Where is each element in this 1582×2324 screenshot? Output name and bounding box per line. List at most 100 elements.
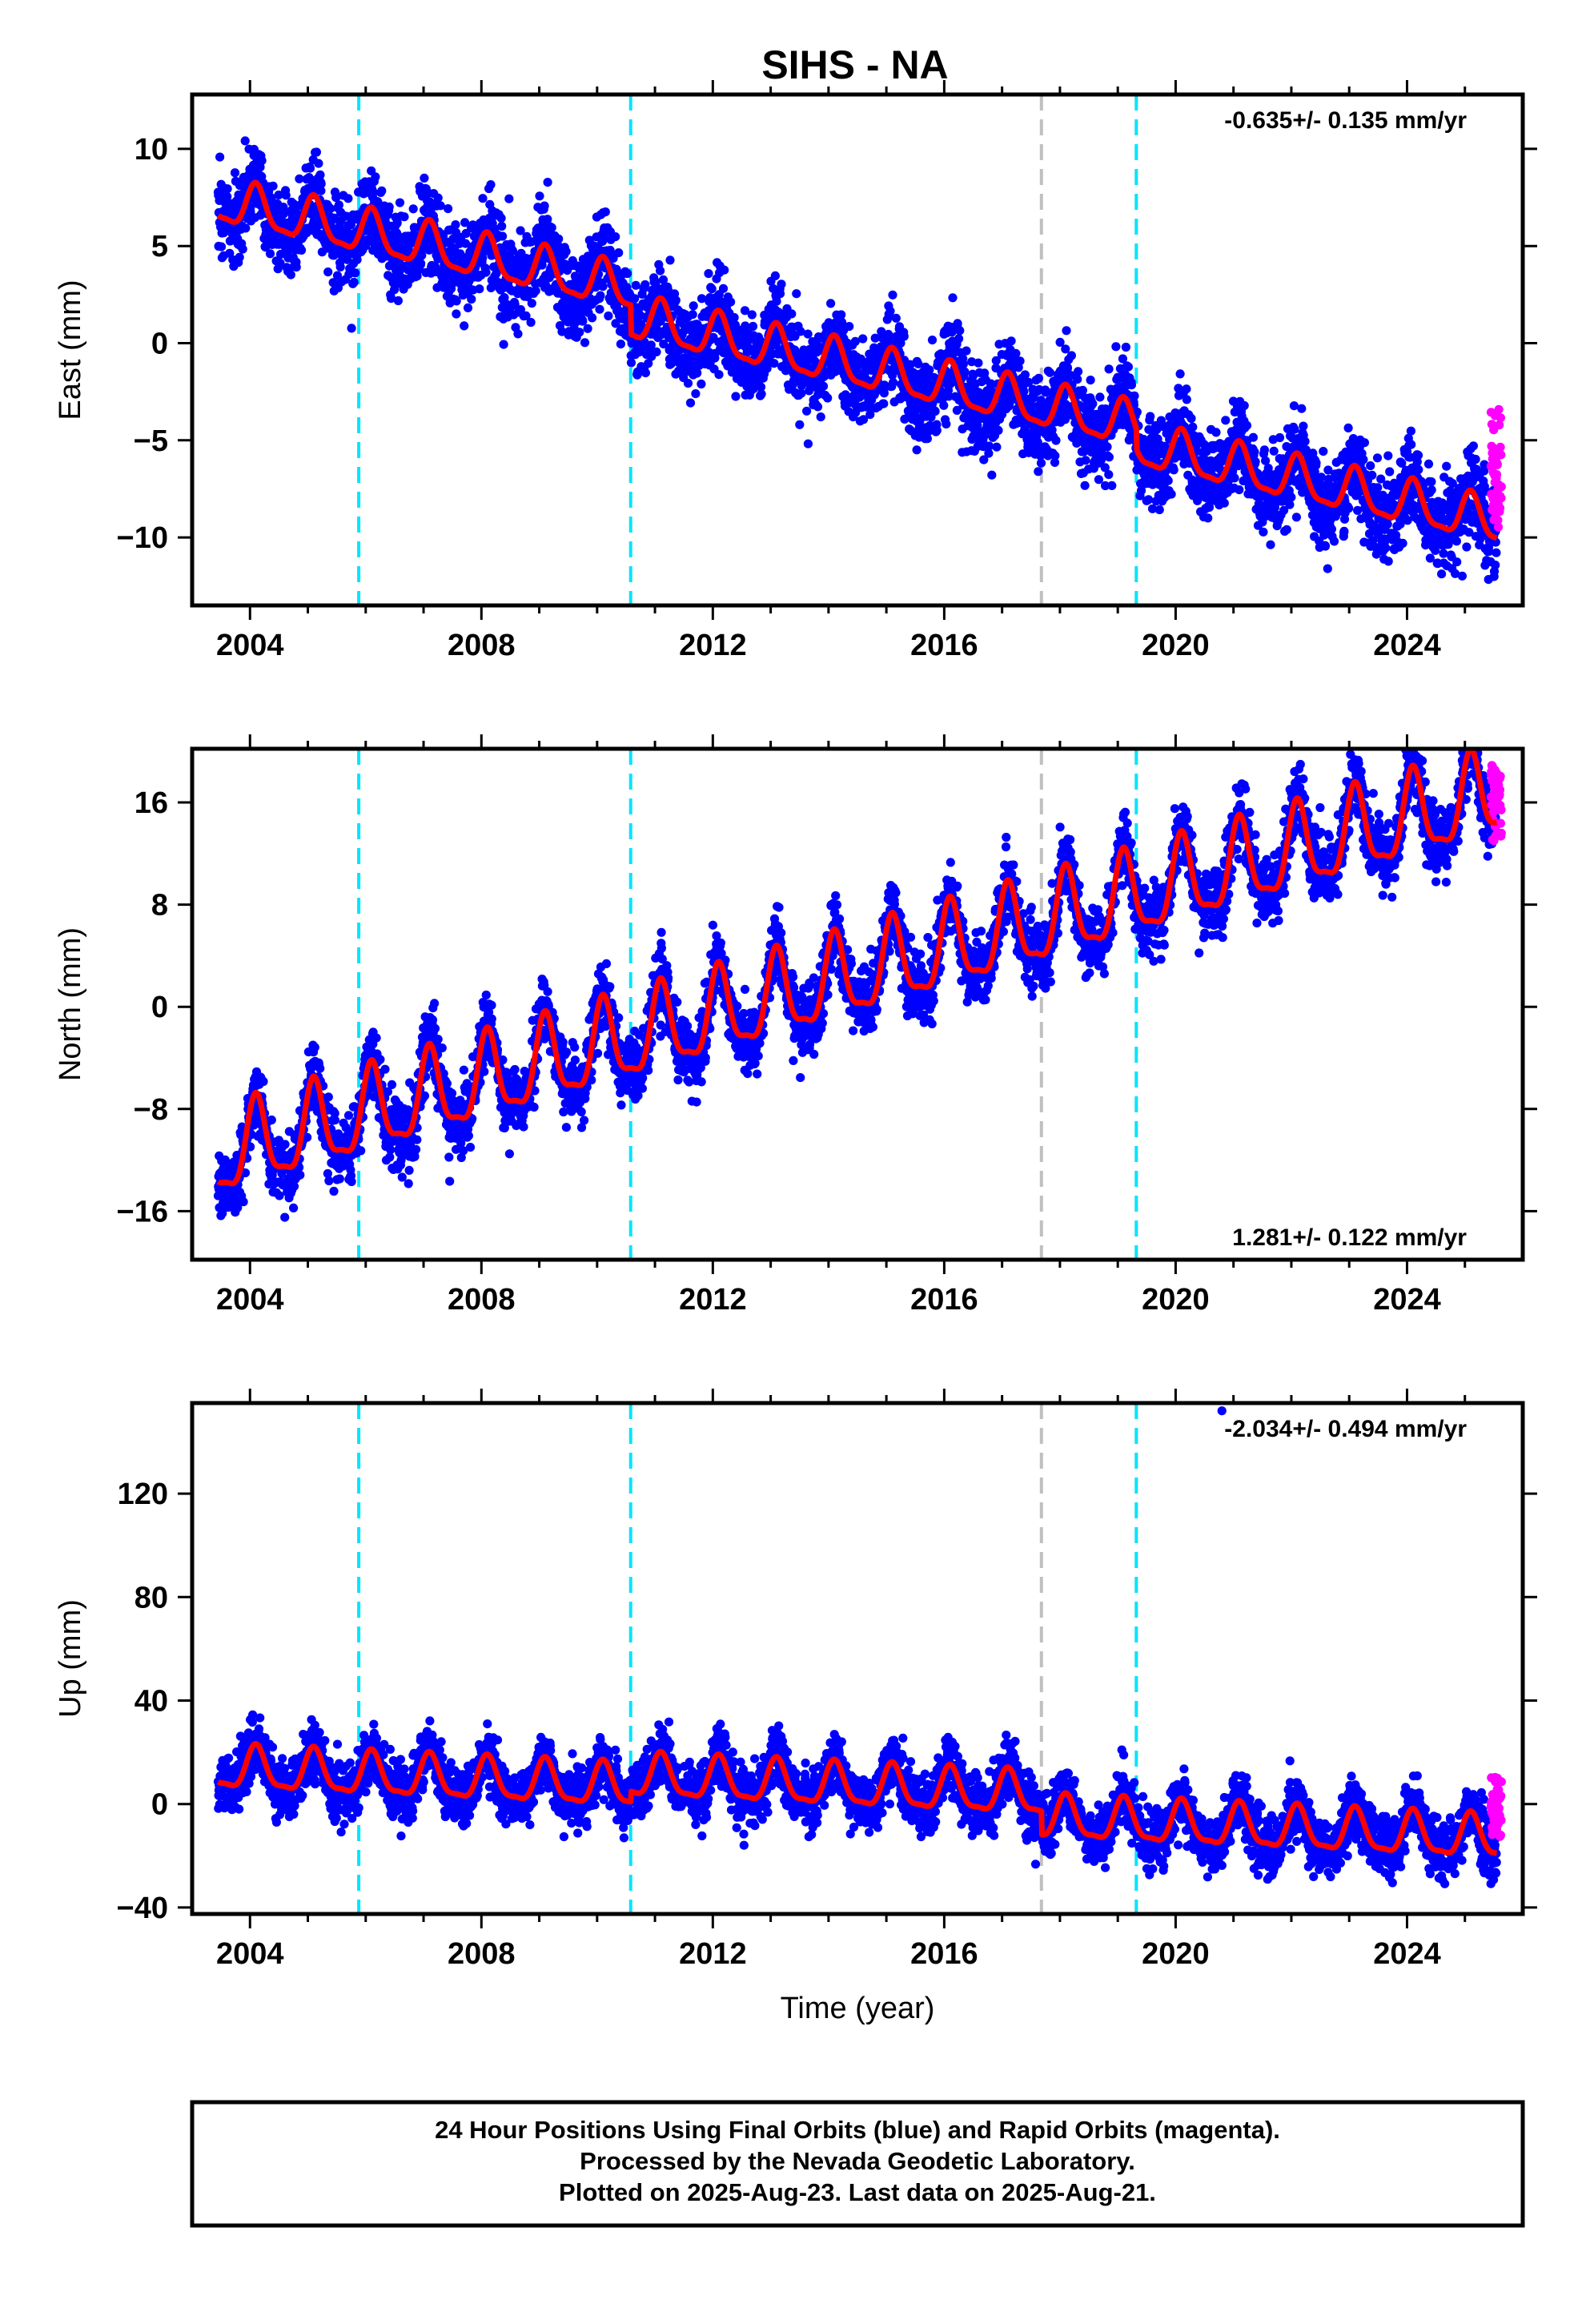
final-orbit-point [626, 358, 636, 368]
final-orbit-point [802, 406, 812, 416]
final-orbit-point [326, 204, 335, 214]
final-orbit-point [925, 365, 934, 375]
final-orbit-point [1034, 373, 1043, 383]
final-orbit-point [803, 439, 813, 448]
final-orbit-point [1111, 342, 1121, 352]
final-orbit-point [1385, 467, 1395, 476]
final-orbit-point [777, 279, 786, 289]
final-orbit-point [323, 267, 333, 277]
final-orbit-point [697, 379, 706, 389]
rapid-orbit-point [1492, 470, 1502, 480]
final-orbit-point [1175, 369, 1185, 379]
final-orbit-point [1269, 446, 1279, 456]
final-orbit-point [879, 399, 889, 408]
final-orbit-point [351, 268, 360, 278]
final-orbit-point [1452, 557, 1462, 567]
final-orbit-point [930, 406, 940, 416]
final-orbit-point [230, 168, 240, 178]
final-orbit-point [665, 255, 675, 265]
final-orbit-point [1051, 436, 1061, 445]
final-orbit-point [436, 201, 445, 211]
final-orbit-point [460, 218, 470, 227]
final-orbit-point [1291, 513, 1301, 522]
final-orbit-point [561, 247, 571, 256]
final-orbit-point [962, 346, 971, 356]
final-orbit-point [707, 284, 717, 294]
final-orbit-point [954, 334, 964, 344]
final-orbit-point [623, 268, 632, 279]
final-orbit-point [1367, 470, 1377, 480]
final-orbit-point [352, 255, 362, 264]
final-orbit-point [349, 277, 359, 287]
final-orbit-point [1381, 543, 1391, 553]
final-orbit-point [1300, 436, 1310, 446]
final-orbit-points [213, 136, 1501, 585]
rapid-orbit-point [1496, 482, 1506, 492]
final-orbit-point [1169, 465, 1178, 475]
final-orbit-point [499, 340, 508, 349]
final-orbit-point [899, 332, 909, 341]
final-orbit-point [281, 191, 291, 200]
final-orbit-point [295, 174, 304, 183]
final-orbit-point [858, 334, 868, 344]
final-orbit-point [513, 329, 523, 339]
final-orbit-point [400, 212, 409, 222]
final-orbit-point [611, 232, 620, 242]
final-orbit-point [433, 193, 443, 203]
final-orbit-point [1491, 561, 1500, 570]
final-orbit-point [444, 204, 453, 214]
final-orbit-point [516, 226, 525, 235]
final-orbit-point [803, 329, 813, 339]
final-orbit-point [816, 412, 825, 422]
final-orbit-point [1423, 459, 1434, 469]
final-orbit-point [311, 147, 321, 157]
final-orbit-point [543, 178, 552, 187]
final-orbit-point [274, 190, 283, 200]
final-orbit-point [1074, 367, 1083, 376]
final-orbit-point [1095, 392, 1105, 402]
final-orbit-point [1086, 376, 1095, 385]
final-orbit-point [1383, 557, 1393, 566]
final-orbit-point [614, 248, 624, 258]
final-orbit-point [1041, 388, 1050, 397]
final-orbit-point [616, 340, 626, 349]
final-orbit-point [241, 223, 251, 233]
final-orbit-point [1242, 420, 1252, 430]
final-orbit-point [1468, 441, 1478, 451]
final-orbit-point [1290, 424, 1299, 434]
final-orbit-point [1442, 461, 1452, 471]
final-orbit-point [1104, 470, 1114, 480]
rapid-orbit-point [1493, 522, 1504, 532]
rapid-orbit-point [1494, 404, 1504, 414]
final-orbit-point [1034, 467, 1043, 476]
final-orbit-point [387, 294, 396, 304]
final-orbit-point [1203, 513, 1213, 523]
final-orbit-point [486, 180, 496, 190]
final-orbit-point [521, 311, 531, 320]
final-orbit-point [927, 336, 938, 345]
final-orbit-point [1437, 569, 1447, 579]
final-orbit-point [316, 179, 326, 189]
final-orbit-point [1275, 432, 1285, 443]
final-orbit-point [412, 271, 422, 281]
final-orbit-point [1323, 564, 1332, 573]
final-orbit-point [392, 218, 402, 227]
final-orbit-point [526, 317, 536, 328]
final-orbit-point [451, 220, 460, 230]
final-orbit-point [1015, 356, 1025, 366]
final-orbit-point [704, 269, 713, 279]
final-orbit-point [1126, 380, 1136, 390]
final-orbit-point [1287, 493, 1296, 502]
final-orbit-point [640, 368, 651, 378]
final-orbit-point [960, 367, 970, 376]
final-orbit-point [948, 293, 958, 303]
final-orbit-point [939, 400, 949, 410]
final-orbit-point [604, 311, 613, 321]
final-orbit-point [1452, 537, 1461, 546]
final-orbit-point [575, 328, 584, 337]
final-orbit-point [1230, 473, 1239, 483]
final-orbit-point [823, 393, 833, 403]
rapid-orbit-point [1492, 460, 1502, 469]
final-orbit-point [268, 181, 278, 191]
